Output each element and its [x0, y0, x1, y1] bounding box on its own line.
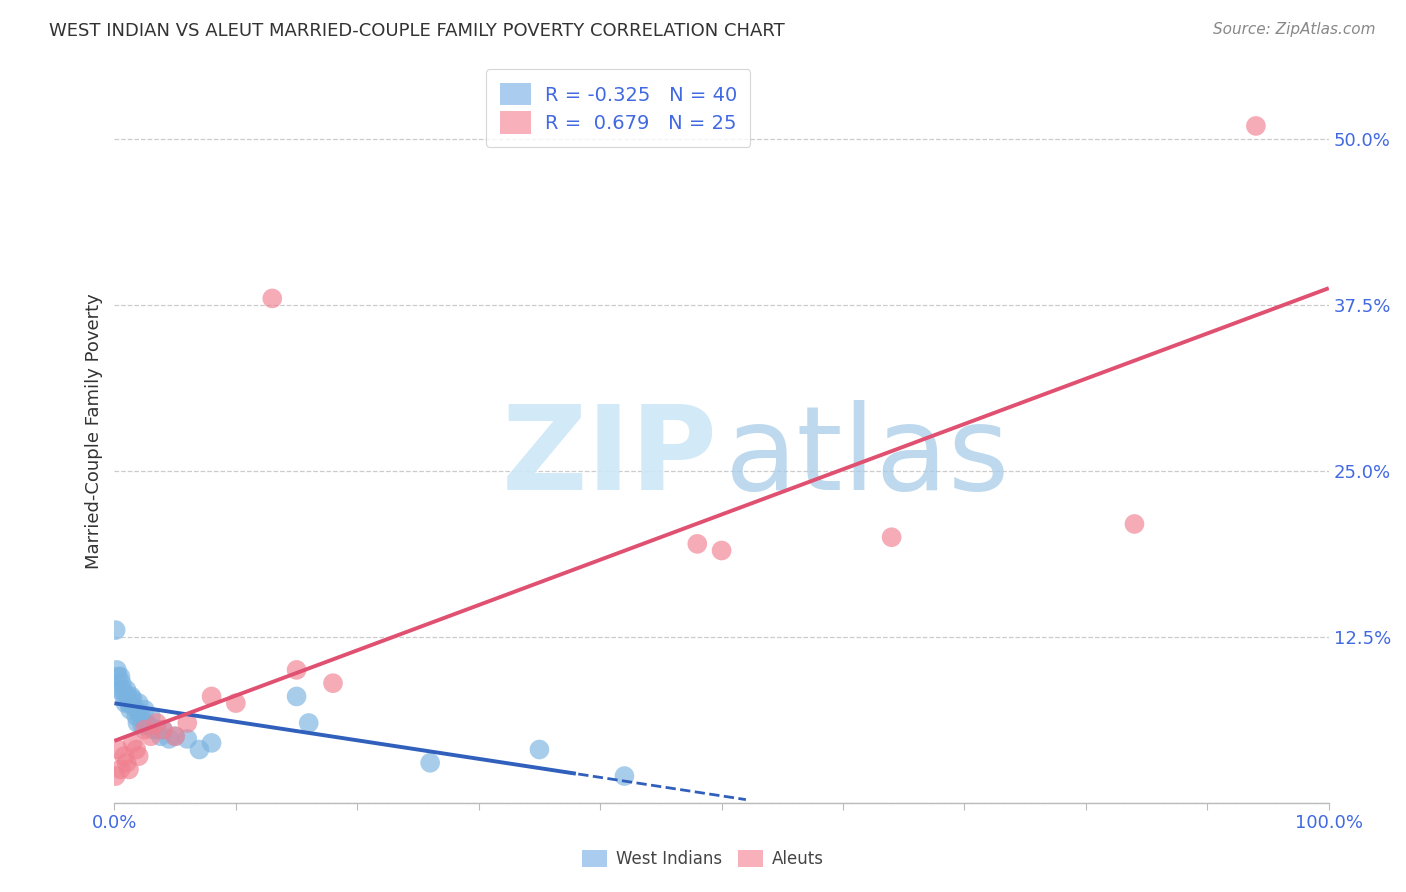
- Point: [262, 292, 284, 306]
- Point: [121, 692, 143, 706]
- Point: [107, 742, 129, 756]
- Point: [225, 696, 247, 710]
- Point: [131, 718, 153, 732]
- Point: [120, 690, 142, 704]
- Legend: R = -0.325   N = 40, R =  0.679   N = 25: R = -0.325 N = 40, R = 0.679 N = 25: [486, 70, 751, 147]
- Point: [152, 723, 174, 737]
- Point: [149, 729, 172, 743]
- Point: [1244, 119, 1267, 133]
- Point: [139, 709, 162, 723]
- Point: [1123, 516, 1146, 531]
- Point: [128, 696, 150, 710]
- Point: [110, 763, 132, 777]
- Text: ZIP: ZIP: [502, 400, 718, 515]
- Point: [880, 530, 903, 544]
- Y-axis label: Married-Couple Family Poverty: Married-Couple Family Poverty: [86, 293, 103, 569]
- Legend: West Indians, Aleuts: West Indians, Aleuts: [575, 843, 831, 875]
- Point: [142, 723, 165, 737]
- Point: [710, 543, 733, 558]
- Point: [146, 716, 169, 731]
- Point: [110, 669, 132, 683]
- Point: [122, 700, 145, 714]
- Point: [686, 537, 709, 551]
- Point: [134, 703, 156, 717]
- Point: [118, 763, 141, 777]
- Point: [104, 623, 127, 637]
- Point: [134, 723, 156, 737]
- Point: [120, 703, 142, 717]
- Point: [138, 718, 160, 732]
- Point: [112, 749, 135, 764]
- Point: [176, 731, 198, 746]
- Point: [117, 690, 139, 704]
- Point: [165, 729, 187, 743]
- Point: [176, 716, 198, 731]
- Point: [285, 663, 308, 677]
- Text: WEST INDIAN VS ALEUT MARRIED-COUPLE FAMILY POVERTY CORRELATION CHART: WEST INDIAN VS ALEUT MARRIED-COUPLE FAMI…: [49, 22, 785, 40]
- Point: [129, 706, 152, 720]
- Point: [111, 676, 134, 690]
- Point: [188, 742, 211, 756]
- Point: [152, 723, 174, 737]
- Point: [419, 756, 441, 770]
- Point: [139, 729, 162, 743]
- Point: [112, 690, 135, 704]
- Point: [200, 736, 222, 750]
- Point: [125, 709, 148, 723]
- Point: [322, 676, 344, 690]
- Point: [121, 736, 143, 750]
- Point: [118, 696, 141, 710]
- Point: [125, 742, 148, 756]
- Point: [111, 682, 134, 697]
- Point: [127, 716, 149, 731]
- Point: [165, 729, 187, 743]
- Point: [107, 669, 129, 683]
- Point: [613, 769, 636, 783]
- Point: [115, 756, 138, 770]
- Text: Source: ZipAtlas.com: Source: ZipAtlas.com: [1212, 22, 1375, 37]
- Point: [285, 690, 308, 704]
- Point: [105, 663, 128, 677]
- Point: [529, 742, 551, 756]
- Point: [200, 690, 222, 704]
- Point: [114, 696, 136, 710]
- Point: [146, 723, 169, 737]
- Point: [298, 716, 321, 731]
- Point: [108, 682, 131, 697]
- Text: atlas: atlas: [725, 400, 1011, 515]
- Point: [104, 769, 127, 783]
- Point: [157, 731, 180, 746]
- Point: [129, 712, 152, 726]
- Point: [115, 682, 138, 697]
- Point: [128, 749, 150, 764]
- Point: [135, 716, 157, 731]
